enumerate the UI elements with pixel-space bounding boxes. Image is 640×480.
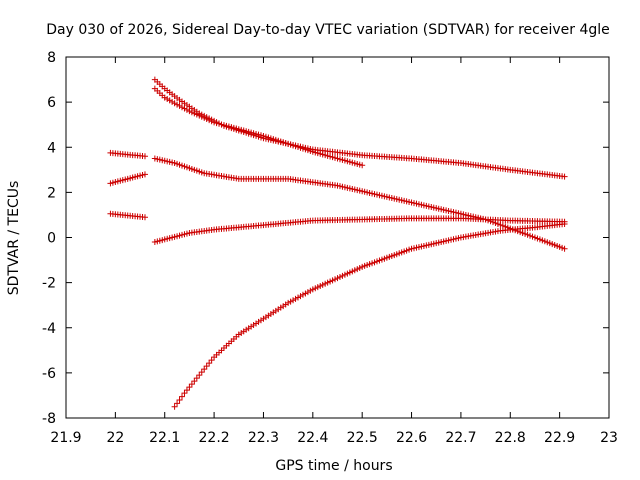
x-tick-label: 22.8: [495, 430, 526, 446]
series-sat-g: [151, 215, 568, 246]
data-point: [193, 375, 200, 382]
series-sat-c: [107, 210, 148, 221]
x-tick-label: 22.9: [544, 430, 575, 446]
y-tick-label: 2: [47, 185, 56, 201]
data-point: [186, 384, 193, 391]
x-tick-label: 22.6: [396, 430, 427, 446]
axis-ticks: [65, 56, 610, 419]
data-point: [359, 162, 366, 169]
data-point: [191, 378, 198, 385]
series-sat-a: [107, 149, 148, 160]
x-tick-label: 22.4: [297, 430, 328, 446]
data-point: [196, 372, 203, 379]
x-tick-label: 22.5: [347, 430, 378, 446]
data-point: [183, 387, 190, 394]
y-tick-label: 0: [47, 231, 56, 247]
data-point: [188, 381, 195, 388]
y-tick-labels: -8 -6 -4 -2 0 2 4 6 8: [42, 50, 56, 427]
series-sat-h: [171, 220, 568, 410]
y-tick-label: 4: [47, 140, 56, 156]
chart-title: Day 030 of 2026, Sidereal Day-to-day VTE…: [46, 22, 610, 38]
data-point: [181, 390, 188, 397]
data-point: [176, 396, 183, 403]
data-point: [179, 393, 186, 400]
x-tick-labels: 21.9 22 22.1 22.2 22.3 22.4 22.5 22.6 22.7 22.8 22…: [50, 430, 618, 446]
data-markers: [107, 76, 568, 410]
y-tick-label: -8: [42, 411, 56, 427]
x-tick-label: 22: [106, 430, 124, 446]
data-point: [201, 366, 208, 373]
x-tick-label: 21.9: [50, 430, 81, 446]
data-point: [198, 369, 205, 376]
series-sat-b: [107, 171, 148, 187]
x-tick-label: 23: [600, 430, 618, 446]
data-point: [141, 214, 148, 221]
data-point: [561, 245, 568, 252]
data-point: [171, 403, 178, 410]
data-point: [141, 153, 148, 160]
data-point: [561, 220, 568, 227]
data-point: [174, 400, 181, 407]
data-point: [203, 363, 210, 370]
y-tick-label: -6: [42, 366, 56, 382]
x-tick-label: 22.7: [445, 430, 476, 446]
data-point: [561, 173, 568, 180]
series-sat-d: [151, 85, 366, 169]
series-sat-e: [151, 76, 568, 180]
y-tick-label: 8: [47, 50, 56, 66]
x-tick-label: 22.1: [149, 430, 180, 446]
y-tick-label: -2: [42, 276, 56, 292]
y-tick-label: 6: [47, 95, 56, 111]
data-point: [208, 357, 215, 364]
x-axis-label: GPS time / hours: [275, 458, 392, 474]
data-point: [141, 171, 148, 178]
data-point: [206, 360, 213, 367]
y-axis-label: SDTVAR / TECUs: [6, 181, 22, 296]
x-tick-label: 22.2: [199, 430, 230, 446]
y-tick-label: -4: [42, 321, 56, 337]
x-tick-label: 22.3: [248, 430, 279, 446]
